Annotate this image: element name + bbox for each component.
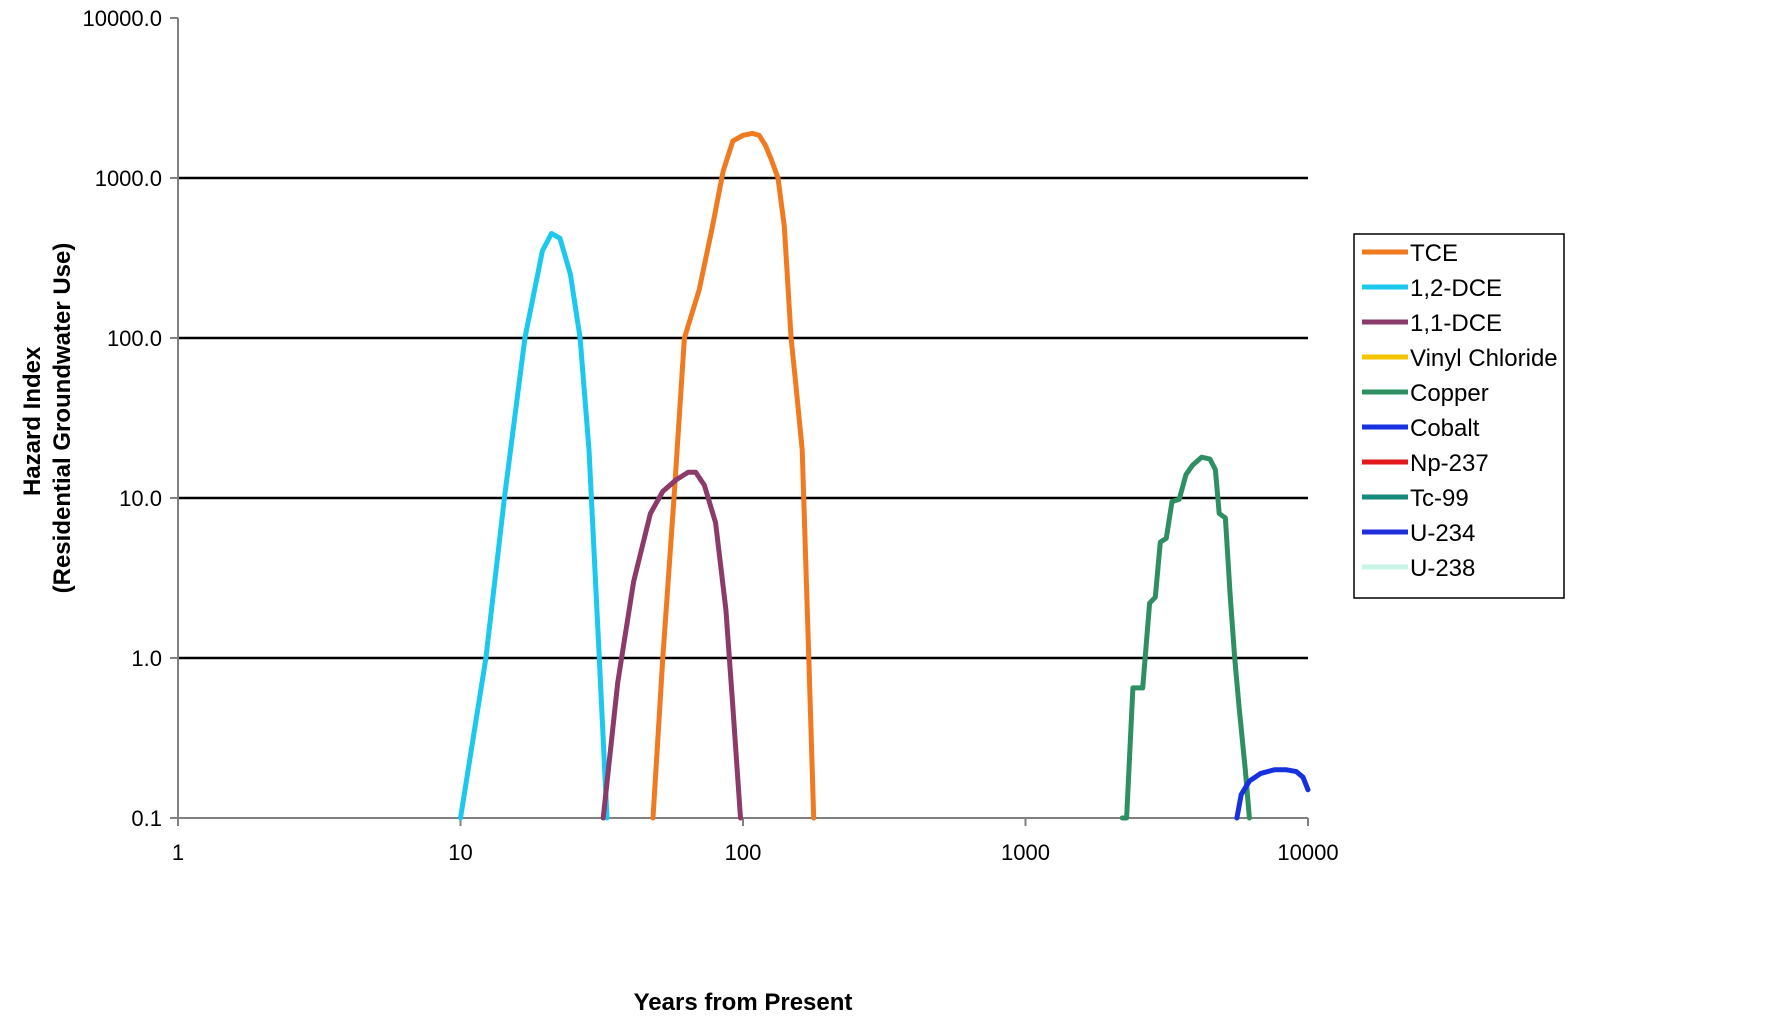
x-tick-label: 10 xyxy=(448,840,472,865)
legend-label-tc-99: Tc-99 xyxy=(1410,485,1469,512)
x-axis-ticks: 1 10 100 1000 10000 xyxy=(172,818,1339,865)
legend-label-copper: Copper xyxy=(1410,380,1489,407)
legend-label-1-1-dce: 1,1-DCE xyxy=(1410,310,1502,337)
y-axis-title-line2: (Residential Groundwater Use) xyxy=(49,243,76,594)
y-tick-label: 100.0 xyxy=(107,326,162,351)
legend: TCE 1,2-DCE 1,1-DCE Vinyl Chloride Copper Cob… xyxy=(1353,233,1565,599)
series-line-copper xyxy=(1119,454,1252,821)
legend-label-u-234: U-234 xyxy=(1410,520,1475,547)
y-axis-title-line1: Hazard Index xyxy=(19,346,46,496)
x-tick-label: 1 xyxy=(172,840,184,865)
y-tick-label: 0.1 xyxy=(131,806,162,831)
y-axis-ticks: 0.1 1.0 10.0 100.0 1000.0 10000.0 xyxy=(82,6,178,831)
legend-label-1-2-dce: 1,2-DCE xyxy=(1410,275,1502,302)
y-tick-label: 1.0 xyxy=(131,646,162,671)
x-tick-label: 100 xyxy=(725,840,762,865)
legend-label-u-238: U-238 xyxy=(1410,555,1475,582)
legend-label-tce: TCE xyxy=(1410,240,1458,267)
legend-label-vinyl-chloride: Vinyl Chloride xyxy=(1410,345,1558,372)
legend-box xyxy=(1353,233,1565,599)
y-tick-label: 10000.0 xyxy=(82,6,162,31)
y-axis-title: Hazard Index (Residential Groundwater Us… xyxy=(19,243,76,594)
x-axis-title: Years from Present xyxy=(634,989,853,1016)
series-lines xyxy=(458,130,1311,821)
series-line-1-1-dce xyxy=(600,469,743,821)
legend-label-cobalt: Cobalt xyxy=(1410,415,1480,442)
y-tick-label: 1000.0 xyxy=(95,166,162,191)
legend-label-np-237: Np-237 xyxy=(1410,450,1489,477)
series-line-1-2-dce xyxy=(458,231,610,821)
series-line-tce xyxy=(650,130,817,821)
series-line-cobalt xyxy=(1234,767,1311,821)
x-tick-label: 10000 xyxy=(1277,840,1338,865)
y-tick-label: 10.0 xyxy=(119,486,162,511)
x-tick-label: 1000 xyxy=(1001,840,1050,865)
grid-lines xyxy=(178,176,1308,660)
